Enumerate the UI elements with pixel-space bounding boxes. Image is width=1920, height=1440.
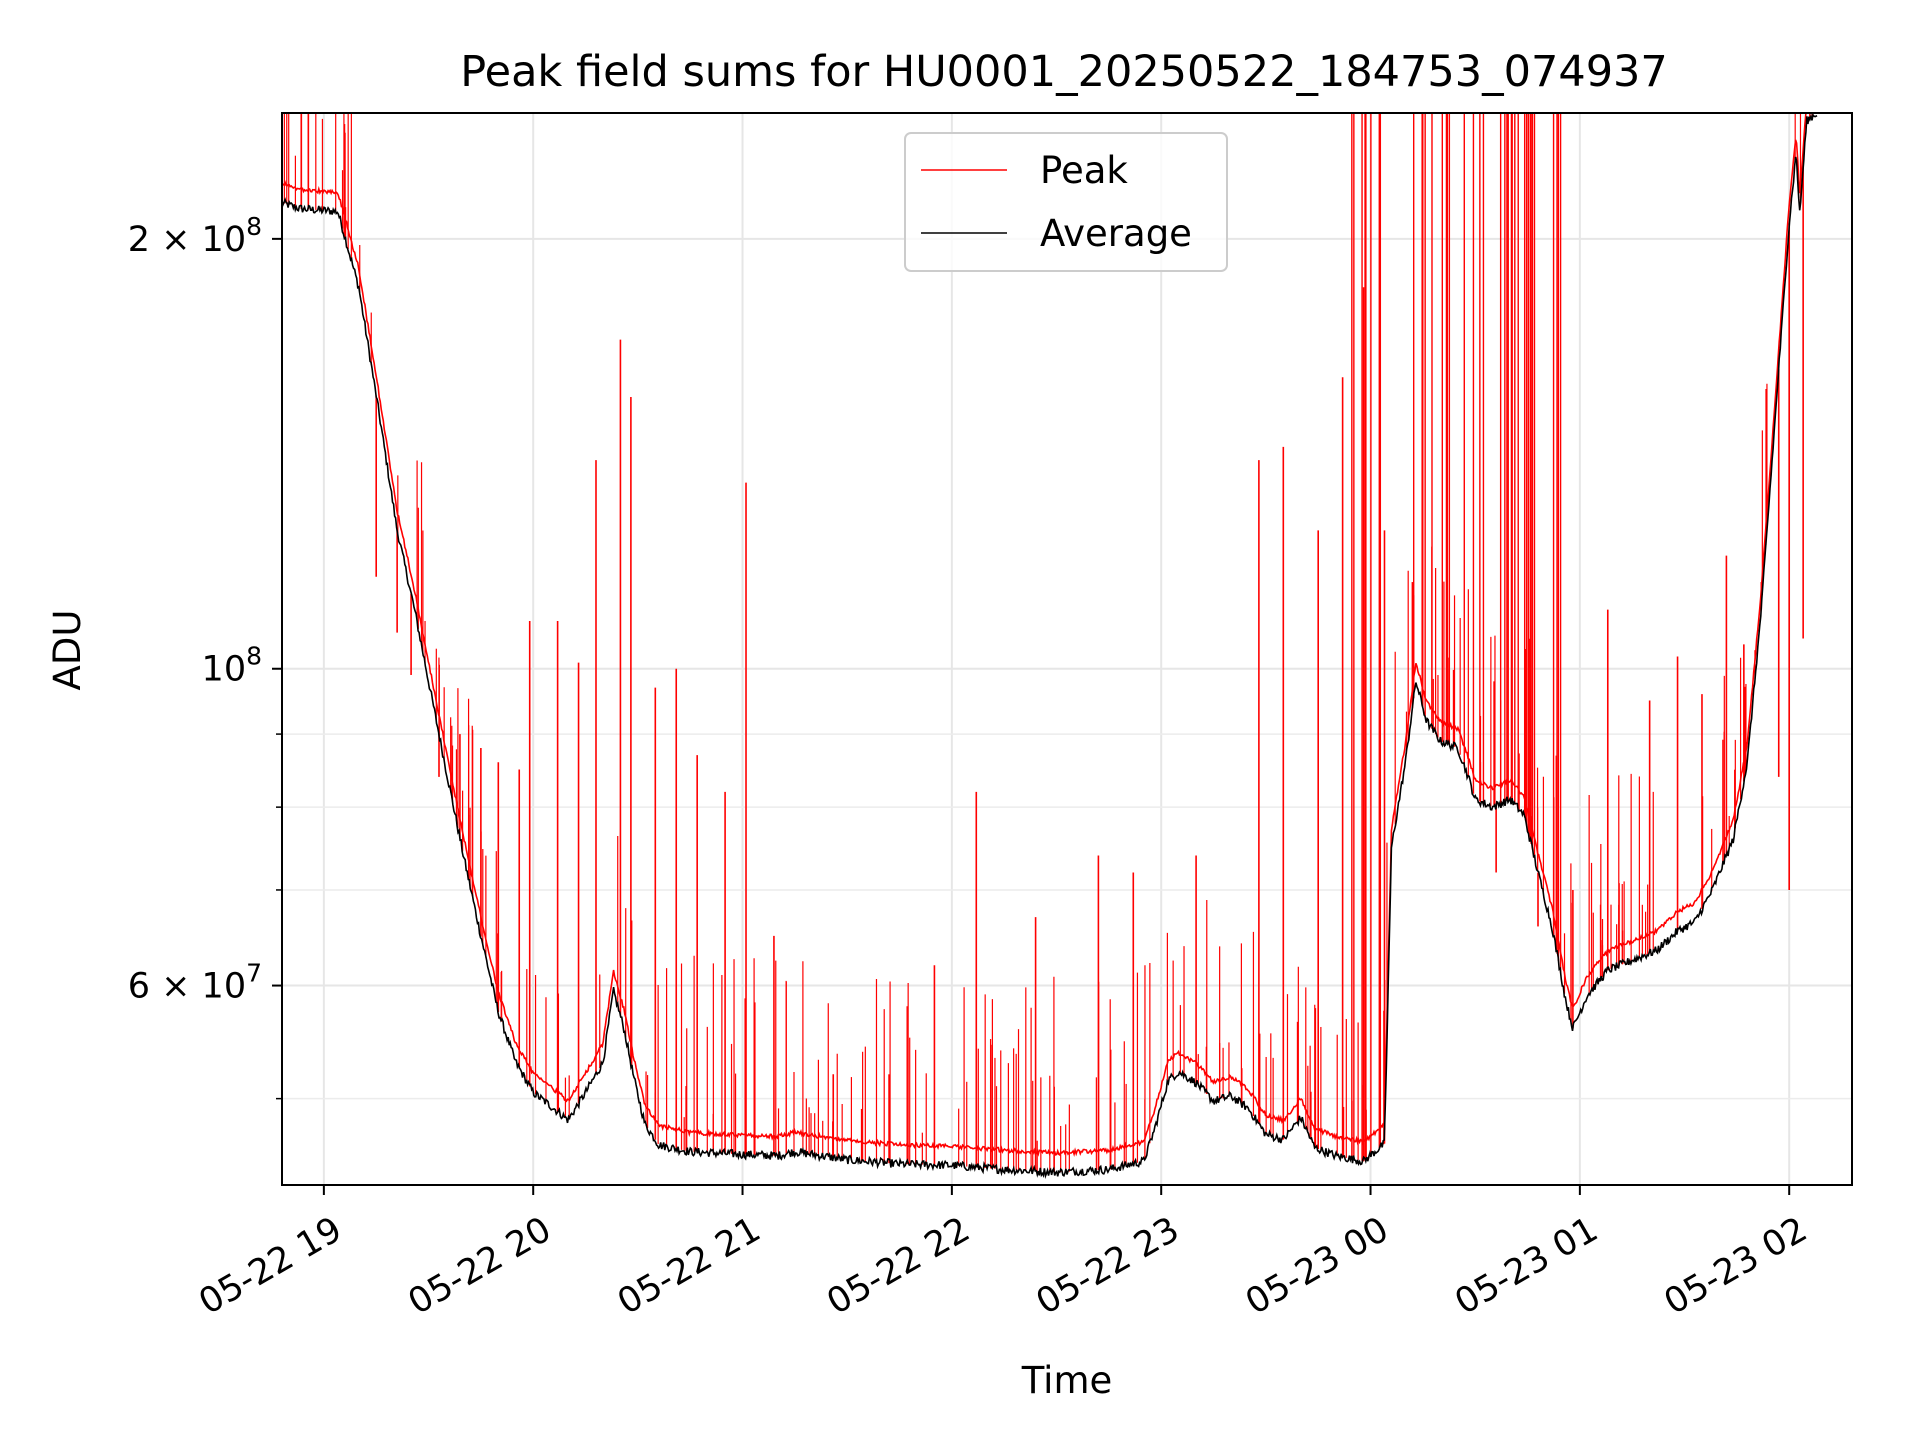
legend-box [904,132,1228,272]
y-tick-label: 6 × 107 [128,959,262,1007]
y-axis: 2 × 108 108 6 × 107 [128,212,282,1100]
average-series-line [282,113,1818,1180]
x-axis-label: Time [1021,1359,1113,1402]
legend: Peak Average [904,132,1228,272]
series-layer [282,113,1818,1180]
legend-label-average: Average [1040,212,1192,255]
chart-title: Peak field sums for HU0001_20250522_1847… [460,47,1668,97]
plot-frame [281,112,1853,1186]
legend-label-peak: Peak [1040,149,1128,192]
y-tick-label: 108 [202,642,262,690]
y-axis-label: ADU [46,610,89,691]
y-tick-label: 2 × 108 [128,212,262,260]
y-tick-exponent: 8 [246,212,262,241]
y-tick-exponent: 7 [246,959,262,988]
y-tick-exponent: 8 [246,642,262,671]
